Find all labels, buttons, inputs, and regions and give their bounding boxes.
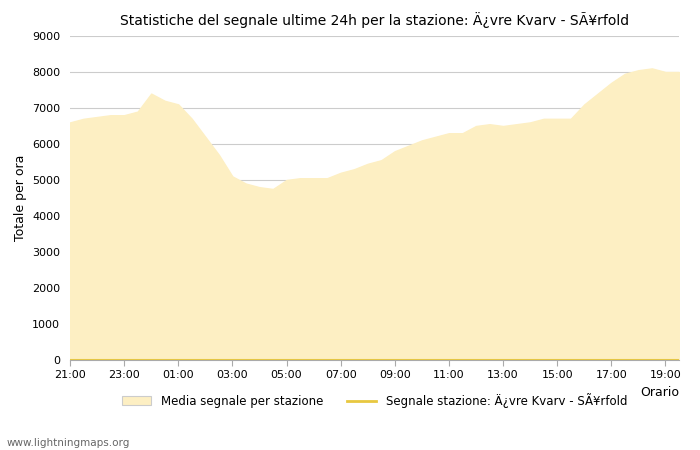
Text: www.lightningmaps.org: www.lightningmaps.org [7,438,130,448]
X-axis label: Orario: Orario [640,386,679,399]
Y-axis label: Totale per ora: Totale per ora [13,155,27,241]
Legend: Media segnale per stazione, Segnale stazione: Ä¿vre Kvarv - SÃ¥rfold: Media segnale per stazione, Segnale staz… [117,388,632,412]
Title: Statistiche del segnale ultime 24h per la stazione: Ä¿vre Kvarv - SÃ¥rfold: Statistiche del segnale ultime 24h per l… [120,12,629,28]
